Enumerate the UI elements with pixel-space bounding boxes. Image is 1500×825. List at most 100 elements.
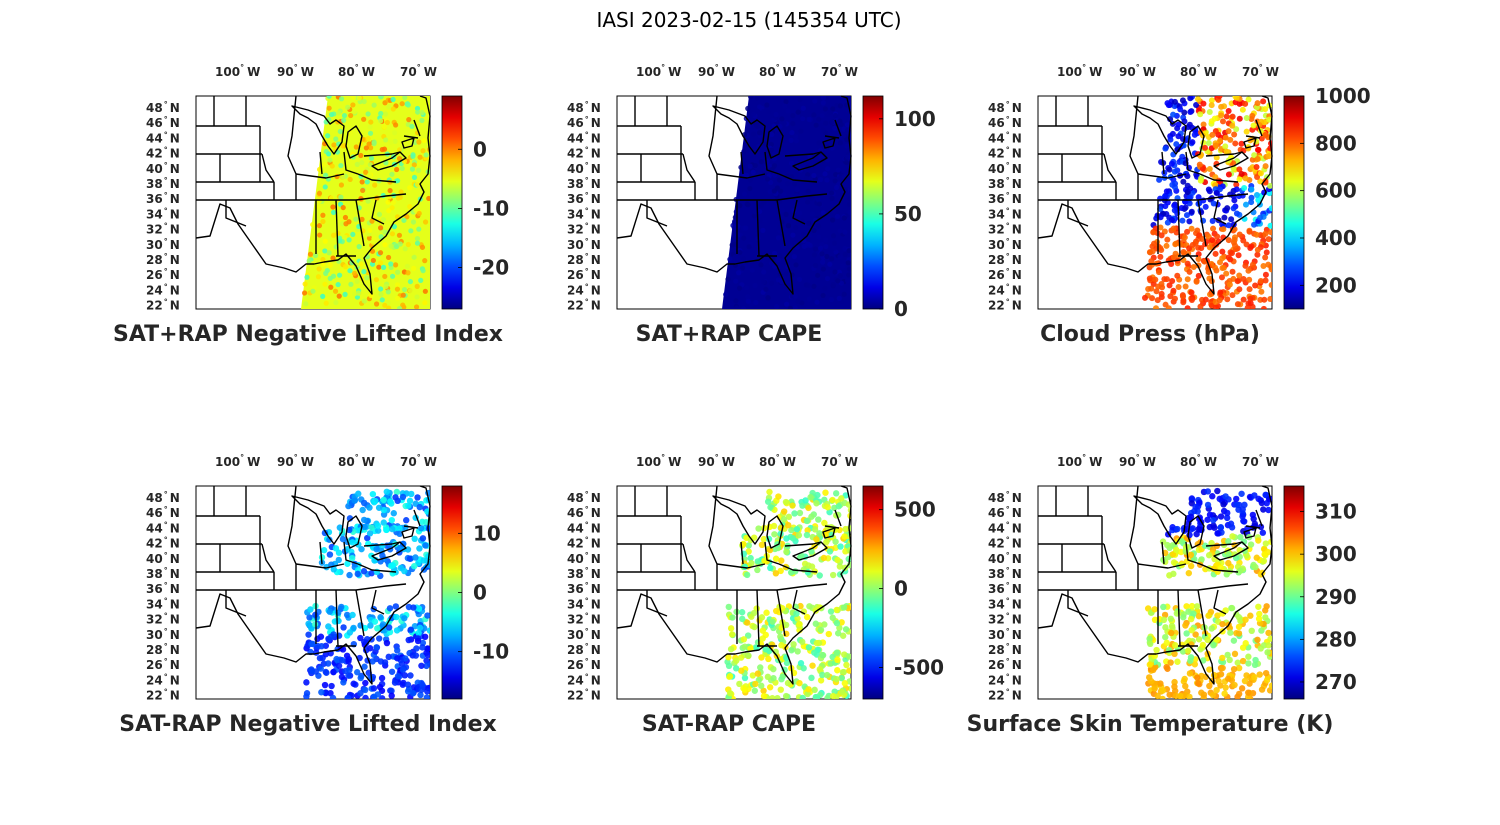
obs-point bbox=[739, 265, 746, 271]
obs-point bbox=[731, 247, 738, 253]
obs-point bbox=[813, 500, 820, 507]
longitude-tick: 80° W bbox=[338, 63, 375, 79]
obs-point bbox=[390, 96, 396, 103]
obs-point bbox=[1193, 603, 1201, 610]
obs-point bbox=[841, 533, 848, 540]
obs-point bbox=[339, 657, 346, 664]
obs-point bbox=[362, 679, 369, 687]
obs-point bbox=[365, 198, 371, 204]
obs-point bbox=[725, 603, 732, 611]
obs-point bbox=[1267, 296, 1272, 303]
obs-point bbox=[1190, 264, 1197, 271]
obs-point bbox=[792, 305, 798, 309]
obs-point bbox=[422, 258, 428, 264]
obs-point bbox=[803, 175, 810, 181]
obs-point bbox=[327, 275, 333, 282]
obs-point bbox=[385, 653, 392, 661]
obs-point bbox=[311, 621, 319, 628]
obs-point bbox=[377, 225, 384, 231]
obs-point bbox=[1259, 529, 1267, 536]
obs-point bbox=[303, 301, 309, 307]
obs-point bbox=[1208, 539, 1215, 547]
latitude-tick: 38° N bbox=[146, 566, 180, 581]
obs-point bbox=[776, 225, 783, 231]
obs-point bbox=[1214, 530, 1221, 537]
obs-point bbox=[338, 267, 345, 274]
state-border bbox=[295, 563, 345, 569]
obs-point bbox=[749, 672, 757, 679]
obs-point bbox=[1238, 490, 1245, 497]
obs-point bbox=[1262, 277, 1269, 284]
obs-point bbox=[317, 232, 323, 238]
latitude-tick: 36° N bbox=[567, 191, 601, 206]
latitude-tick: 48° N bbox=[567, 100, 601, 115]
obs-point bbox=[760, 227, 766, 233]
obs-point bbox=[759, 96, 766, 99]
obs-point bbox=[838, 674, 845, 682]
obs-point bbox=[1202, 296, 1209, 303]
obs-point bbox=[366, 530, 374, 537]
obs-point bbox=[839, 632, 847, 639]
obs-point bbox=[833, 649, 841, 656]
latitude-tick: 40° N bbox=[567, 161, 601, 176]
obs-point bbox=[764, 176, 771, 182]
state-border bbox=[391, 151, 401, 155]
obs-point bbox=[386, 305, 392, 309]
obs-point bbox=[422, 219, 429, 225]
obs-point bbox=[1162, 624, 1169, 631]
obs-point bbox=[830, 233, 837, 239]
obs-point bbox=[1251, 492, 1258, 499]
obs-point bbox=[326, 96, 332, 99]
obs-point bbox=[387, 187, 393, 194]
obs-point bbox=[1153, 305, 1160, 309]
obs-point bbox=[1179, 97, 1186, 104]
obs-point bbox=[832, 538, 839, 545]
obs-point bbox=[403, 517, 410, 524]
state-border bbox=[319, 541, 323, 565]
obs-point bbox=[1239, 106, 1246, 113]
obs-point bbox=[1242, 201, 1249, 208]
state-border bbox=[1067, 590, 1089, 617]
obs-point bbox=[1191, 661, 1199, 668]
longitude-tick: 70° W bbox=[400, 453, 437, 469]
obs-point bbox=[775, 257, 781, 263]
obs-point bbox=[1175, 121, 1182, 128]
obs-point bbox=[1222, 143, 1229, 150]
obs-point bbox=[1245, 689, 1252, 696]
obs-point bbox=[788, 647, 795, 654]
obs-point bbox=[364, 275, 370, 281]
obs-point bbox=[734, 305, 740, 309]
obs-point bbox=[360, 187, 366, 194]
obs-point bbox=[1195, 613, 1203, 620]
obs-point bbox=[750, 169, 756, 175]
latitude-tick: 44° N bbox=[567, 520, 601, 535]
obs-point bbox=[834, 213, 841, 220]
state-border bbox=[295, 173, 345, 179]
latitude-tick: 22° N bbox=[988, 298, 1022, 313]
obs-point bbox=[1206, 165, 1213, 172]
obs-point bbox=[1184, 260, 1191, 267]
obs-point bbox=[1195, 636, 1203, 643]
obs-point bbox=[1178, 537, 1185, 545]
obs-point bbox=[1263, 249, 1270, 256]
obs-point bbox=[758, 541, 766, 549]
obs-point bbox=[1179, 217, 1186, 224]
latitude-tick: 30° N bbox=[567, 627, 601, 642]
obs-point bbox=[1170, 111, 1177, 118]
obs-point bbox=[330, 209, 337, 216]
obs-point bbox=[792, 293, 798, 299]
latitude-tick: 24° N bbox=[146, 282, 180, 297]
obs-point bbox=[1235, 690, 1243, 698]
obs-point bbox=[423, 694, 430, 699]
obs-point bbox=[1191, 555, 1198, 563]
obs-point bbox=[766, 684, 774, 691]
obs-point bbox=[747, 645, 754, 652]
coastline bbox=[195, 485, 431, 685]
obs-point bbox=[1260, 305, 1267, 309]
obs-point bbox=[788, 526, 795, 534]
obs-point bbox=[401, 217, 407, 223]
obs-point bbox=[772, 555, 780, 562]
obs-point bbox=[389, 231, 396, 237]
obs-point bbox=[414, 181, 421, 188]
obs-point bbox=[1202, 144, 1209, 151]
